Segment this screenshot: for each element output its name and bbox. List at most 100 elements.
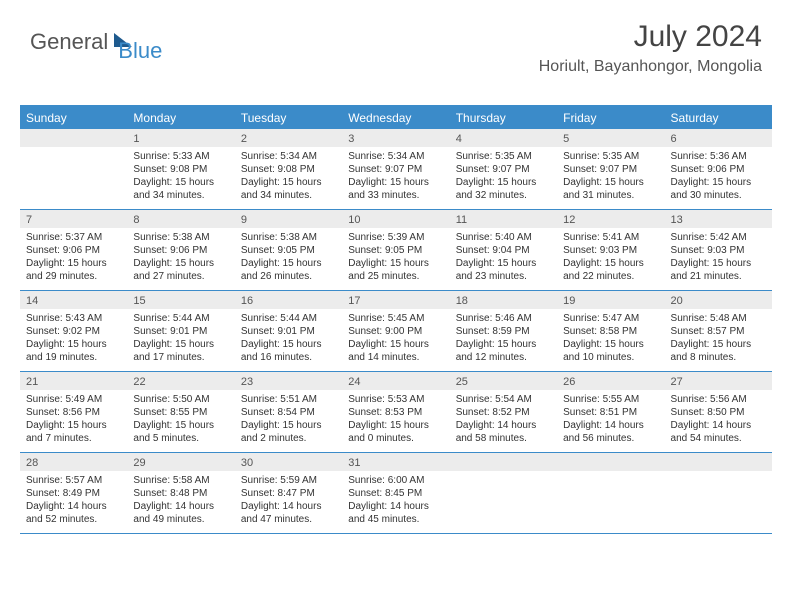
day-number: 29	[127, 453, 234, 471]
sunset-text: Sunset: 8:55 PM	[133, 406, 228, 419]
day-cell: 8Sunrise: 5:38 AMSunset: 9:06 PMDaylight…	[127, 210, 234, 290]
sunset-text: Sunset: 9:01 PM	[133, 325, 228, 338]
day-number: 22	[127, 372, 234, 390]
day-body: Sunrise: 5:59 AMSunset: 8:47 PMDaylight:…	[235, 471, 342, 532]
sunset-text: Sunset: 9:06 PM	[26, 244, 121, 257]
day-cell: 16Sunrise: 5:44 AMSunset: 9:01 PMDayligh…	[235, 291, 342, 371]
day-body: Sunrise: 5:42 AMSunset: 9:03 PMDaylight:…	[665, 228, 772, 289]
sunrise-text: Sunrise: 5:53 AM	[348, 393, 443, 406]
day-body: Sunrise: 5:37 AMSunset: 9:06 PMDaylight:…	[20, 228, 127, 289]
day-number: 8	[127, 210, 234, 228]
day-number: 12	[557, 210, 664, 228]
day-of-week-header: Wednesday	[342, 107, 449, 129]
daylight-text-1: Daylight: 15 hours	[563, 176, 658, 189]
sunrise-text: Sunrise: 5:33 AM	[133, 150, 228, 163]
sunrise-text: Sunrise: 5:34 AM	[348, 150, 443, 163]
day-number: 1	[127, 129, 234, 147]
day-body	[557, 471, 664, 480]
day-body: Sunrise: 5:45 AMSunset: 9:00 PMDaylight:…	[342, 309, 449, 370]
daylight-text-1: Daylight: 15 hours	[241, 257, 336, 270]
sunrise-text: Sunrise: 5:49 AM	[26, 393, 121, 406]
day-cell: 1Sunrise: 5:33 AMSunset: 9:08 PMDaylight…	[127, 129, 234, 209]
day-body: Sunrise: 5:36 AMSunset: 9:06 PMDaylight:…	[665, 147, 772, 208]
day-cell	[450, 453, 557, 533]
day-cell: 19Sunrise: 5:47 AMSunset: 8:58 PMDayligh…	[557, 291, 664, 371]
day-of-week-header: Thursday	[450, 107, 557, 129]
sunrise-text: Sunrise: 5:35 AM	[456, 150, 551, 163]
sunset-text: Sunset: 9:04 PM	[456, 244, 551, 257]
sunset-text: Sunset: 8:59 PM	[456, 325, 551, 338]
day-number: 17	[342, 291, 449, 309]
day-body	[665, 471, 772, 480]
sunset-text: Sunset: 9:02 PM	[26, 325, 121, 338]
sunset-text: Sunset: 8:56 PM	[26, 406, 121, 419]
logo: General Blue	[30, 20, 162, 64]
day-body: Sunrise: 5:47 AMSunset: 8:58 PMDaylight:…	[557, 309, 664, 370]
day-body	[450, 471, 557, 480]
day-number: 2	[235, 129, 342, 147]
day-number: 13	[665, 210, 772, 228]
daylight-text-1: Daylight: 15 hours	[456, 257, 551, 270]
sunrise-text: Sunrise: 5:57 AM	[26, 474, 121, 487]
day-body: Sunrise: 5:35 AMSunset: 9:07 PMDaylight:…	[557, 147, 664, 208]
daylight-text-1: Daylight: 15 hours	[348, 419, 443, 432]
daylight-text-2: and 17 minutes.	[133, 351, 228, 364]
day-body	[20, 147, 127, 156]
day-cell: 6Sunrise: 5:36 AMSunset: 9:06 PMDaylight…	[665, 129, 772, 209]
daylight-text-2: and 21 minutes.	[671, 270, 766, 283]
day-cell	[20, 129, 127, 209]
daylight-text-1: Daylight: 15 hours	[563, 257, 658, 270]
day-body: Sunrise: 5:54 AMSunset: 8:52 PMDaylight:…	[450, 390, 557, 451]
day-body: Sunrise: 5:33 AMSunset: 9:08 PMDaylight:…	[127, 147, 234, 208]
sunset-text: Sunset: 9:05 PM	[348, 244, 443, 257]
day-body: Sunrise: 5:40 AMSunset: 9:04 PMDaylight:…	[450, 228, 557, 289]
day-of-week-header: Sunday	[20, 107, 127, 129]
sunset-text: Sunset: 9:08 PM	[241, 163, 336, 176]
day-body: Sunrise: 5:34 AMSunset: 9:07 PMDaylight:…	[342, 147, 449, 208]
daylight-text-1: Daylight: 15 hours	[456, 176, 551, 189]
day-body: Sunrise: 5:41 AMSunset: 9:03 PMDaylight:…	[557, 228, 664, 289]
day-body: Sunrise: 5:57 AMSunset: 8:49 PMDaylight:…	[20, 471, 127, 532]
daylight-text-1: Daylight: 15 hours	[671, 338, 766, 351]
day-body: Sunrise: 5:50 AMSunset: 8:55 PMDaylight:…	[127, 390, 234, 451]
logo-text-2: Blue	[118, 38, 162, 64]
week-row: 7Sunrise: 5:37 AMSunset: 9:06 PMDaylight…	[20, 210, 772, 291]
daylight-text-2: and 0 minutes.	[348, 432, 443, 445]
daylight-text-1: Daylight: 15 hours	[133, 338, 228, 351]
sunset-text: Sunset: 8:54 PM	[241, 406, 336, 419]
day-number: 7	[20, 210, 127, 228]
day-cell: 22Sunrise: 5:50 AMSunset: 8:55 PMDayligh…	[127, 372, 234, 452]
day-cell: 11Sunrise: 5:40 AMSunset: 9:04 PMDayligh…	[450, 210, 557, 290]
daylight-text-2: and 33 minutes.	[348, 189, 443, 202]
sunset-text: Sunset: 8:45 PM	[348, 487, 443, 500]
day-number: 16	[235, 291, 342, 309]
daylight-text-2: and 58 minutes.	[456, 432, 551, 445]
day-body: Sunrise: 5:38 AMSunset: 9:06 PMDaylight:…	[127, 228, 234, 289]
sunset-text: Sunset: 9:03 PM	[563, 244, 658, 257]
day-number: 4	[450, 129, 557, 147]
daylight-text-1: Daylight: 15 hours	[26, 257, 121, 270]
daylight-text-2: and 32 minutes.	[456, 189, 551, 202]
sunset-text: Sunset: 9:06 PM	[133, 244, 228, 257]
day-cell: 2Sunrise: 5:34 AMSunset: 9:08 PMDaylight…	[235, 129, 342, 209]
sunset-text: Sunset: 8:57 PM	[671, 325, 766, 338]
day-number	[665, 453, 772, 471]
sunrise-text: Sunrise: 5:35 AM	[563, 150, 658, 163]
daylight-text-2: and 52 minutes.	[26, 513, 121, 526]
daylight-text-1: Daylight: 14 hours	[26, 500, 121, 513]
day-number: 30	[235, 453, 342, 471]
day-cell: 12Sunrise: 5:41 AMSunset: 9:03 PMDayligh…	[557, 210, 664, 290]
day-body: Sunrise: 5:51 AMSunset: 8:54 PMDaylight:…	[235, 390, 342, 451]
day-cell: 3Sunrise: 5:34 AMSunset: 9:07 PMDaylight…	[342, 129, 449, 209]
day-body: Sunrise: 5:34 AMSunset: 9:08 PMDaylight:…	[235, 147, 342, 208]
sunset-text: Sunset: 9:07 PM	[456, 163, 551, 176]
daylight-text-1: Daylight: 15 hours	[133, 419, 228, 432]
day-body: Sunrise: 5:39 AMSunset: 9:05 PMDaylight:…	[342, 228, 449, 289]
daylight-text-2: and 30 minutes.	[671, 189, 766, 202]
day-cell: 10Sunrise: 5:39 AMSunset: 9:05 PMDayligh…	[342, 210, 449, 290]
week-row: 1Sunrise: 5:33 AMSunset: 9:08 PMDaylight…	[20, 129, 772, 210]
day-cell: 24Sunrise: 5:53 AMSunset: 8:53 PMDayligh…	[342, 372, 449, 452]
daylight-text-2: and 10 minutes.	[563, 351, 658, 364]
sunrise-text: Sunrise: 5:51 AM	[241, 393, 336, 406]
daylight-text-2: and 34 minutes.	[241, 189, 336, 202]
